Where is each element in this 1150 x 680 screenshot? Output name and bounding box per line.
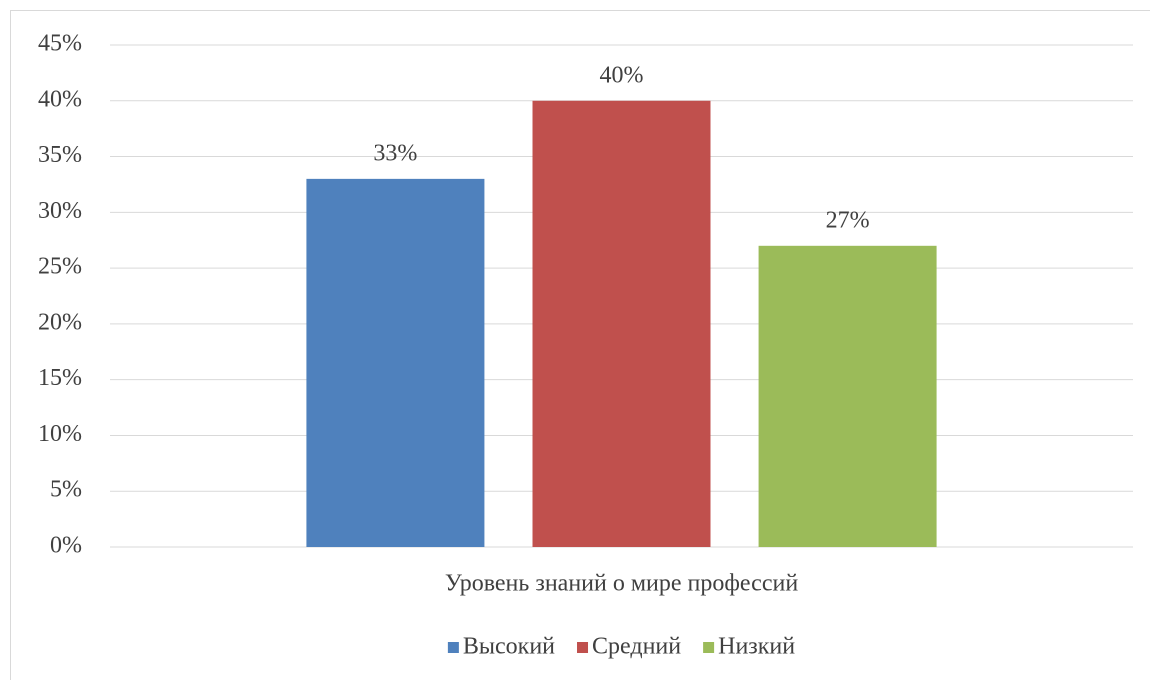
bar — [758, 245, 937, 548]
y-tick-label: 20% — [38, 309, 82, 335]
bar — [532, 100, 711, 548]
data-label: 27% — [826, 207, 870, 233]
y-tick-label: 40% — [38, 86, 82, 112]
y-tick-label: 25% — [38, 254, 82, 280]
chart-frame — [10, 10, 1150, 680]
y-tick-label: 0% — [50, 533, 82, 559]
y-tick-label: 30% — [38, 198, 82, 224]
legend-swatch — [703, 642, 715, 653]
legend-swatch — [447, 642, 459, 653]
y-tick-label: 5% — [50, 477, 82, 503]
legend-swatch — [577, 642, 589, 653]
data-label: 40% — [600, 62, 644, 88]
y-tick-label: 45% — [38, 31, 82, 57]
y-tick-label: 15% — [38, 365, 82, 391]
bar — [306, 178, 485, 547]
legend-label: Высокий — [463, 634, 555, 660]
legend-label: Средний — [592, 634, 681, 660]
y-tick-label: 10% — [38, 421, 82, 447]
legend-label: Низкий — [718, 634, 795, 660]
y-tick-label: 35% — [38, 142, 82, 168]
data-label: 33% — [373, 140, 417, 166]
x-tick-label: Уровень знаний о мире профессий — [445, 571, 799, 597]
